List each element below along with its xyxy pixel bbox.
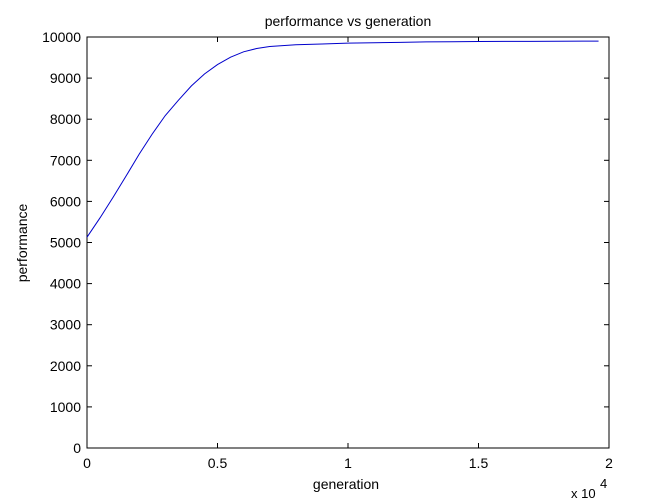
- y-tick-label: 6000: [50, 193, 81, 209]
- y-tick-label: 4000: [50, 276, 81, 292]
- x-tick-label: 1: [344, 455, 352, 471]
- x-tick-label: 0: [83, 455, 91, 471]
- x-tick-label: 0.5: [208, 455, 228, 471]
- y-tick-label: 0: [73, 440, 81, 456]
- series-line: [86, 40, 599, 238]
- y-tick-label: 8000: [50, 111, 81, 127]
- y-tick-label: 5000: [50, 235, 81, 251]
- y-tick-label: 10000: [42, 29, 81, 45]
- y-tick-label: 3000: [50, 317, 81, 333]
- tick-labels: 0 0.5 1 1.5 2 0 1000 2000 3000 4000 5000 6000 7000 80…: [42, 29, 613, 471]
- y-tick-label: 2000: [50, 358, 81, 374]
- y-axis-label: performance: [14, 203, 30, 282]
- x-exponent-power: 4: [600, 476, 607, 491]
- y-tick-label: 1000: [50, 399, 81, 415]
- y-tick-label: 7000: [50, 152, 81, 168]
- y-tick-label: 9000: [50, 70, 81, 86]
- x-tick-label: 2: [605, 455, 613, 471]
- x-axis-label: generation: [313, 476, 379, 492]
- chart-title: performance vs generation: [265, 13, 432, 29]
- ticks: [86, 36, 610, 449]
- x-exponent-label: x 10: [571, 486, 596, 501]
- x-tick-label: 1.5: [469, 455, 489, 471]
- plot-area: [86, 36, 610, 449]
